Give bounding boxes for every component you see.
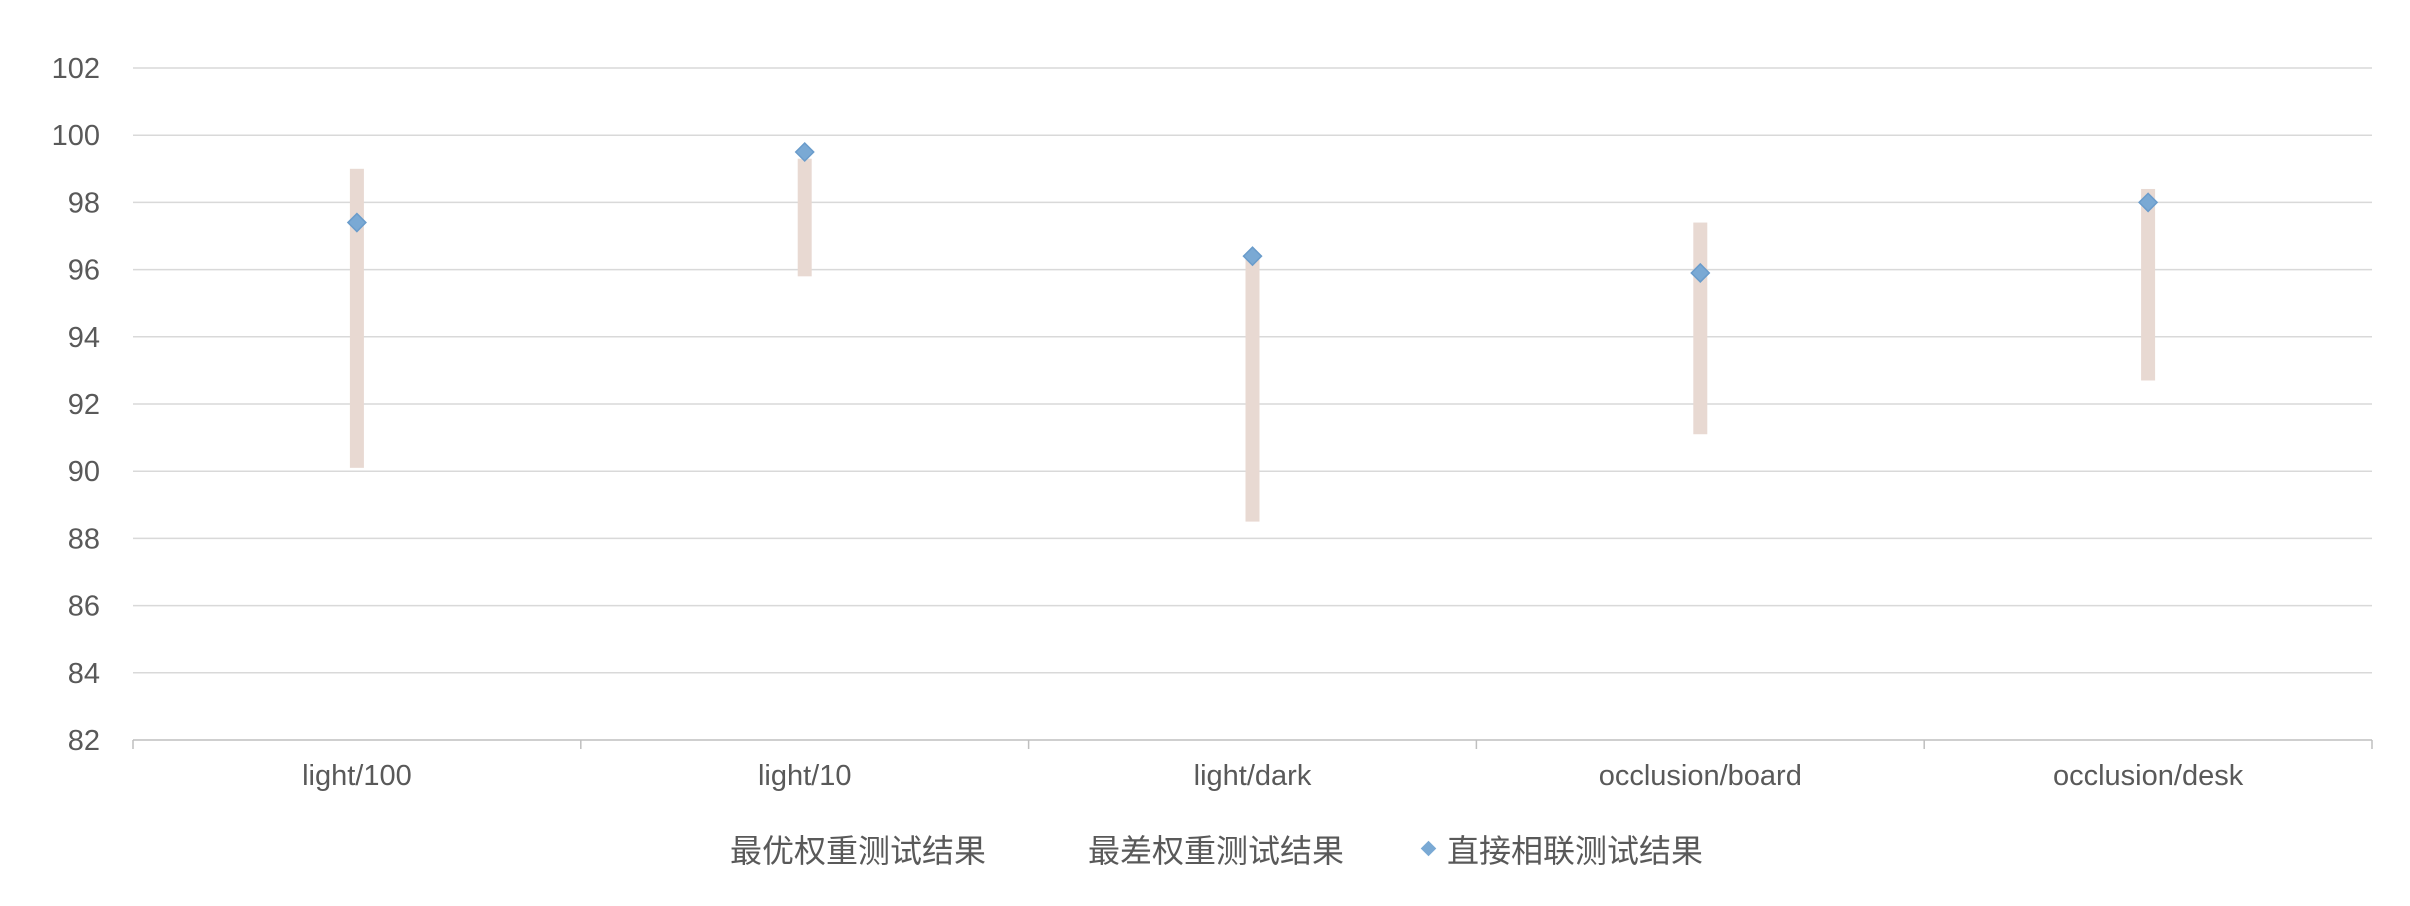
legend-item-direct: 直接相联测试结果 bbox=[1420, 832, 1703, 870]
marker-diamond bbox=[1242, 246, 1263, 267]
x-tick-label: occlusion/board bbox=[1599, 760, 1802, 792]
y-tick-label: 86 bbox=[68, 591, 100, 623]
y-axis: 82 84 86 88 90 92 94 96 98 100 102 bbox=[52, 53, 100, 757]
y-tick-label: 88 bbox=[68, 523, 100, 555]
y-tick-label: 96 bbox=[68, 255, 100, 287]
y-tick-label: 92 bbox=[68, 389, 100, 421]
x-axis: light/100 light/10 light/dark occlusion/boa… bbox=[132, 739, 2373, 792]
legend-item-best: 最优权重测试结果 bbox=[730, 832, 986, 870]
y-tick-label: 94 bbox=[68, 322, 100, 354]
x-tick-label: light/dark bbox=[1194, 760, 1312, 792]
x-tick-label: occlusion/desk bbox=[2053, 760, 2244, 792]
legend: 最优权重测试结果 最差权重测试结果 直接相联测试结果 bbox=[730, 832, 1703, 870]
y-tick-label: 90 bbox=[68, 456, 100, 488]
x-tick-label: light/10 bbox=[758, 760, 852, 792]
legend-marker-diamond-icon bbox=[1420, 840, 1437, 857]
marker-diamond bbox=[346, 212, 367, 233]
range-bar bbox=[349, 168, 364, 468]
marker-diamond bbox=[1690, 262, 1711, 284]
range-bar bbox=[1245, 259, 1260, 522]
range-bars bbox=[349, 158, 2156, 522]
y-tick-label: 84 bbox=[68, 658, 100, 690]
markers bbox=[346, 141, 2159, 284]
legend-item-worst: 最差权重测试结果 bbox=[1088, 832, 1344, 870]
marker-diamond bbox=[2138, 192, 2159, 213]
range-bar bbox=[797, 158, 812, 277]
range-bar bbox=[1693, 222, 1708, 435]
legend-label-direct: 直接相联测试结果 bbox=[1447, 832, 1703, 870]
y-tick-label: 82 bbox=[68, 725, 100, 757]
legend-label-worst: 最差权重测试结果 bbox=[1088, 832, 1344, 870]
y-tick-label: 102 bbox=[52, 53, 100, 85]
y-tick-label: 98 bbox=[68, 187, 100, 219]
y-tick-label: 100 bbox=[52, 120, 100, 152]
marker-diamond bbox=[794, 141, 815, 163]
range-bar bbox=[2141, 188, 2156, 381]
x-tick-label: light/100 bbox=[302, 760, 412, 792]
legend-label-best: 最优权重测试结果 bbox=[730, 832, 986, 870]
